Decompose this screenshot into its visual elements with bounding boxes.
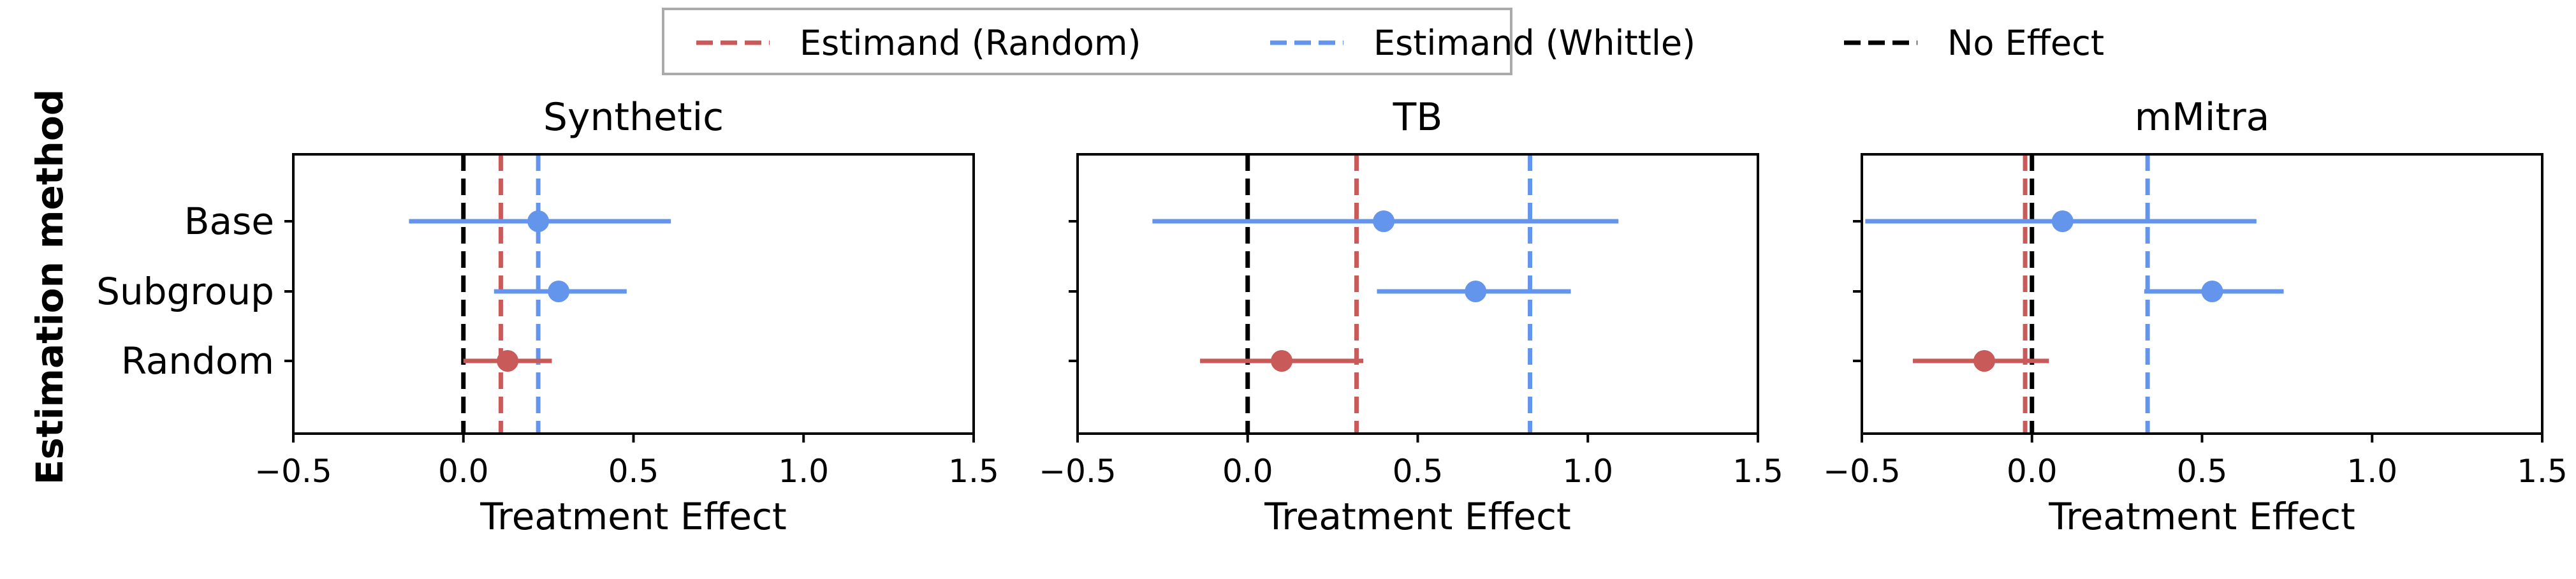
- point-estimate-subgroup: [2201, 281, 2223, 302]
- x-tick-label: −0.5: [254, 453, 332, 490]
- panels: Synthetic Base Subgroup Random −0.5 0.0 0.5 1.0…: [96, 95, 2568, 538]
- point-estimate-base: [1373, 210, 1395, 232]
- x-axis-label: Treatment Effect: [2048, 495, 2355, 538]
- point-estimate-random: [1271, 350, 1293, 372]
- x-tick-label: 1.5: [2517, 453, 2568, 490]
- legend-label-2: Estimand (Whittle): [1373, 23, 1695, 63]
- x-tick-label: −0.5: [1823, 453, 1900, 490]
- y-tick-label-subgroup: Subgroup: [96, 270, 274, 313]
- y-tick-label-random: Random: [121, 339, 274, 383]
- legend: Estimand (Random) Estimand (Whittle) No Ef…: [662, 8, 2104, 75]
- point-estimate-random: [497, 350, 519, 372]
- legend-label-3: No Effect: [1947, 23, 2104, 63]
- point-estimate-subgroup: [1465, 281, 1487, 302]
- panel-title: mMitra: [2135, 95, 2270, 140]
- panel-2: TB −0.5 0.0 0.5 1.0 1.5 Treatment Effect: [1039, 95, 1783, 538]
- x-tick-label: 0.5: [1393, 453, 1444, 490]
- axes-frame: [1076, 153, 1759, 435]
- point-estimate-subgroup: [548, 281, 570, 302]
- legend-label-1: Estimand (Random): [800, 23, 1141, 63]
- x-tick-label: 1.0: [1562, 453, 1613, 490]
- x-tick-label: 1.5: [1732, 453, 1783, 490]
- panel-3: mMitra −0.5 0.0 0.5 1.0 1.5 Treatment Effect: [1823, 95, 2567, 538]
- x-tick-label: −0.5: [1039, 453, 1116, 490]
- x-tick-label: 0.5: [2177, 453, 2228, 490]
- legend-frame: [662, 8, 1512, 75]
- x-axis-label: Treatment Effect: [1264, 495, 1570, 538]
- figure-y-axis-label: Estimation method: [28, 89, 71, 485]
- point-estimate-random: [1973, 350, 1996, 372]
- x-axis-label: Treatment Effect: [479, 495, 786, 538]
- x-tick-label: 0.0: [2007, 453, 2058, 490]
- panel-title: TB: [1393, 95, 1443, 140]
- x-tick-label: 1.0: [778, 453, 829, 490]
- panel-title: Synthetic: [543, 95, 724, 140]
- point-estimate-base: [527, 210, 550, 232]
- point-estimate-base: [2051, 210, 2074, 232]
- x-tick-label: 0.5: [608, 453, 659, 490]
- x-tick-label: 1.5: [948, 453, 999, 490]
- panel-1: Synthetic Base Subgroup Random −0.5 0.0 0.5 1.0…: [96, 95, 999, 538]
- y-tick-label-base: Base: [184, 200, 274, 243]
- x-tick-label: 0.0: [438, 453, 489, 490]
- x-tick-label: 0.0: [1222, 453, 1273, 490]
- x-tick-label: 1.0: [2346, 453, 2397, 490]
- axes-frame: [292, 153, 975, 435]
